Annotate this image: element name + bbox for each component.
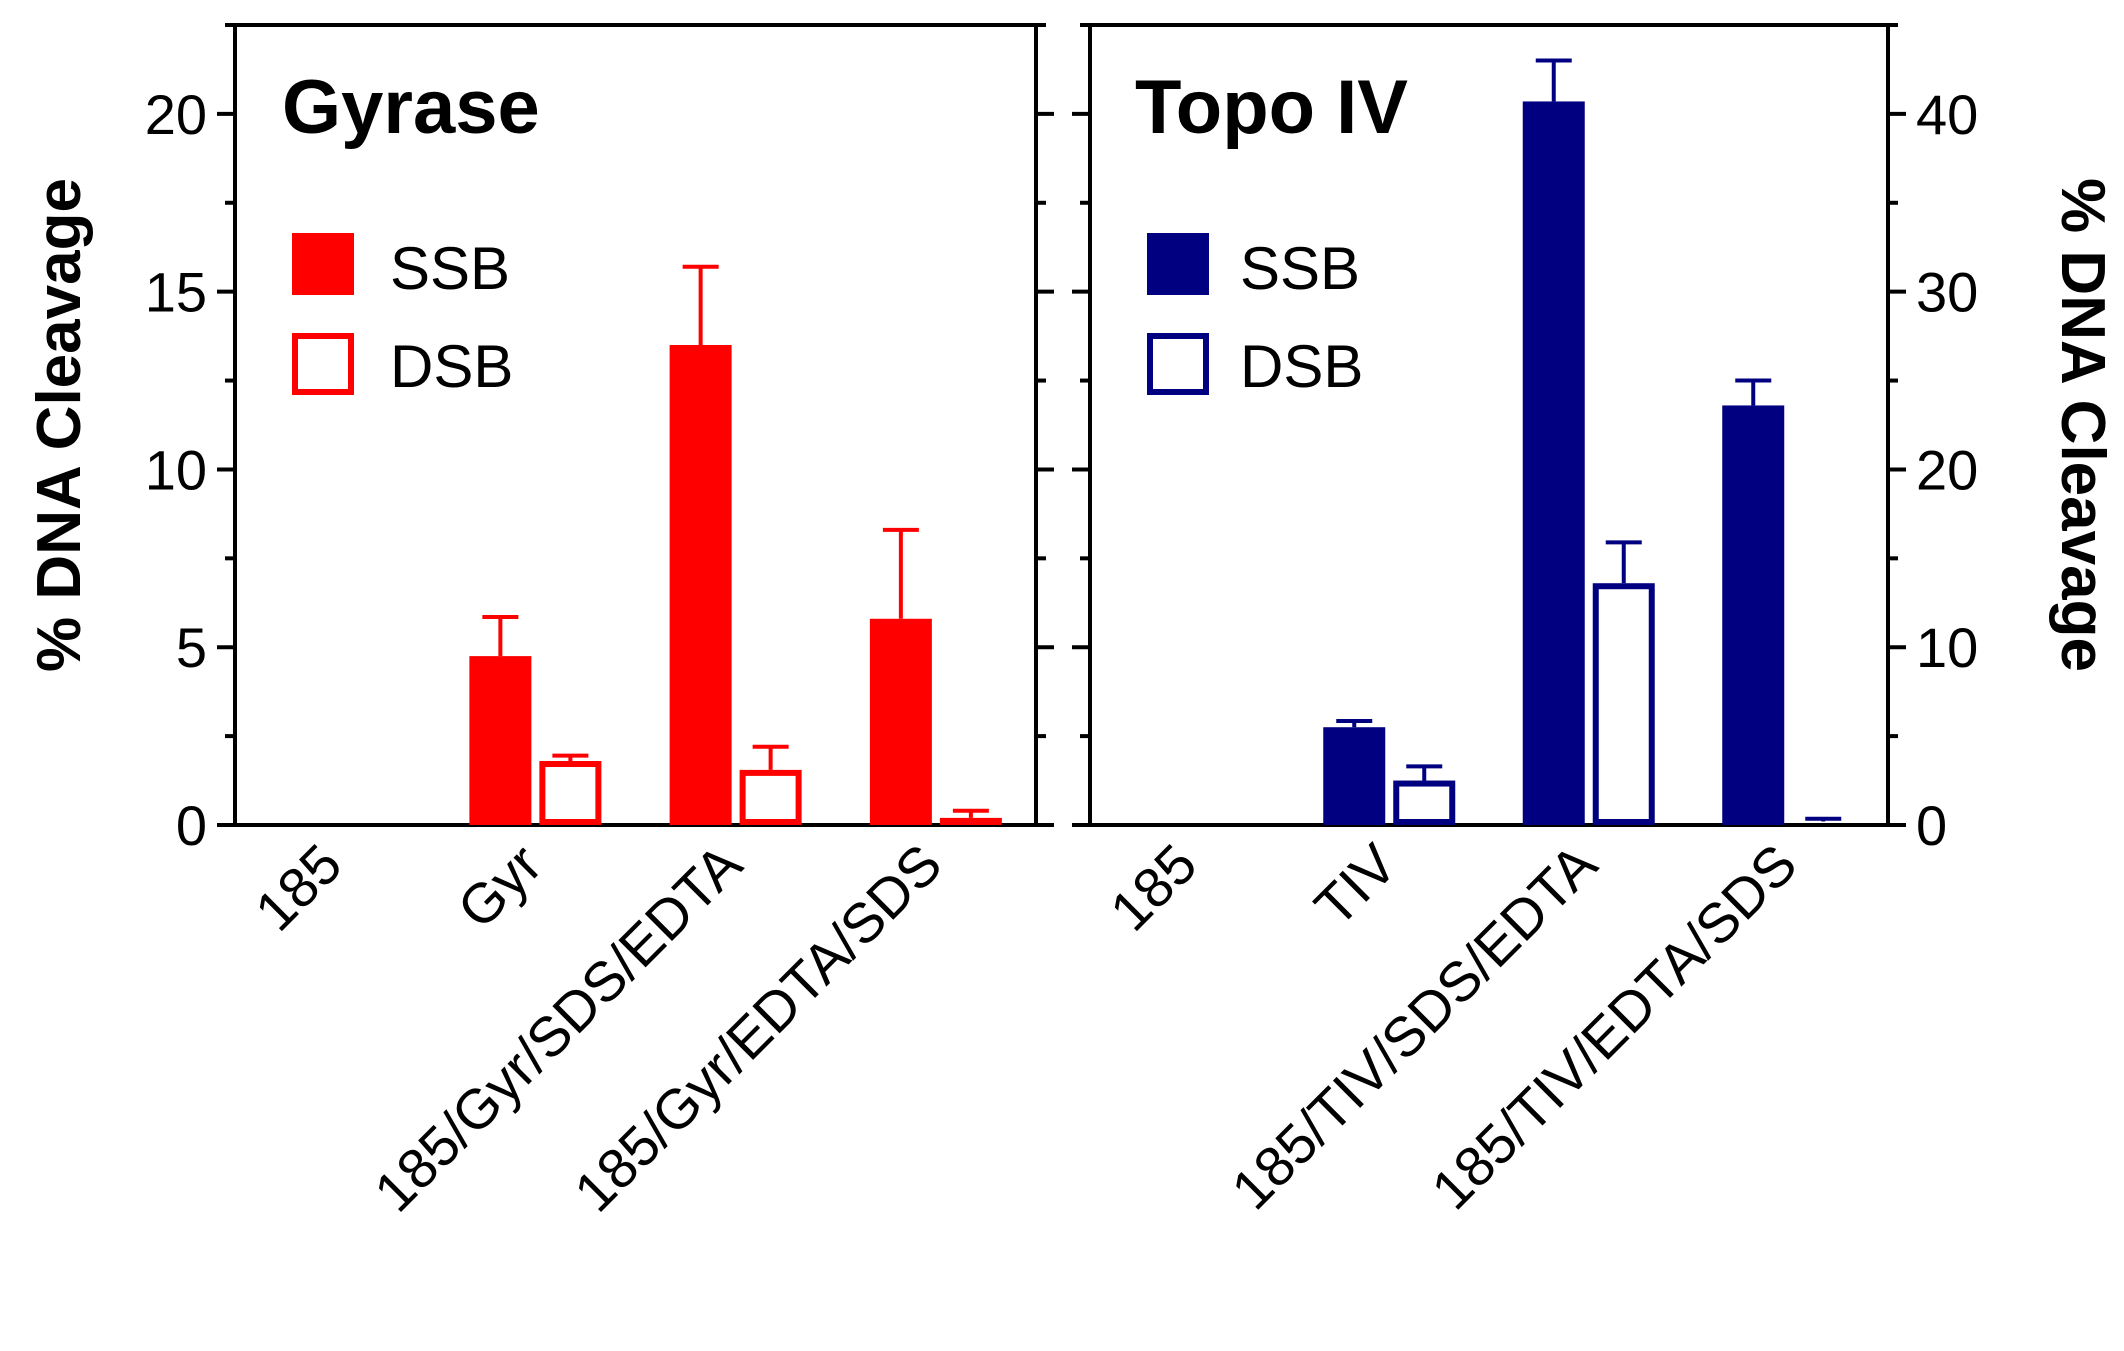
legend-label-ssb-gyrase: SSB xyxy=(390,235,510,302)
legend-swatch-dsb-topo-iv xyxy=(1147,333,1209,395)
panel-title-gyrase: Gyrase xyxy=(282,65,540,150)
category-label-185-gyr-sds-edta: 185/Gyr/SDS/EDTA xyxy=(362,831,754,1223)
y-tick-label-topo-iv: 0 xyxy=(1916,794,1947,857)
category-label-tiv: TIV xyxy=(1302,831,1409,938)
legend-swatch-ssb-topo-iv xyxy=(1147,233,1209,295)
legend-swatch-dsb-gyrase xyxy=(292,333,354,395)
category-label-gyr: Gyr xyxy=(445,832,553,940)
category-label-185-tiv-edta-sds: 185/TIV/EDTA/SDS xyxy=(1419,832,1808,1221)
category-label-185-tiv-sds-edta: 185/TIV/SDS/EDTA xyxy=(1219,831,1609,1221)
y-axis-title-right: % DNA Cleavage xyxy=(2048,178,2117,672)
bar-ssb-tiv xyxy=(1323,727,1386,825)
legend-swatch-ssb-gyrase xyxy=(292,233,354,295)
plot-frame-gyrase xyxy=(233,23,1038,827)
category-label-185-gyr-edta-sds: 185/Gyr/EDTA/SDS xyxy=(562,832,953,1223)
panel-gyrase: % DNA Cleavage 0 5 10 15 20 Gyrase SSB DSB 1… xyxy=(25,23,1054,1223)
y-tick-label-topo-iv: 10 xyxy=(1916,616,1978,679)
y-tick-label-topo-iv: 20 xyxy=(1916,438,1978,501)
legend-topo-iv: SSB DSB xyxy=(1147,233,1363,400)
bar-ssb-185-gyr-edta-sds xyxy=(869,618,932,825)
bar-ssb-185-tiv-edta-sds xyxy=(1722,405,1785,825)
bar-dsb-185-gyr-edta-sds xyxy=(939,817,1002,826)
legend-gyrase: SSB DSB xyxy=(292,233,513,400)
bar-dsb-185-gyr-sds-edta xyxy=(739,769,802,826)
y-tick-label-gyrase: 10 xyxy=(145,438,207,501)
panel-title-topo-iv: Topo IV xyxy=(1135,65,1408,150)
bar-dsb-185-tiv-sds-edta xyxy=(1592,583,1655,825)
y-tick-label-gyrase: 15 xyxy=(145,261,207,324)
category-labels-topo-iv: 185 TIV 185/TIV/SDS/EDTA 185/TIV/EDTA/SD… xyxy=(1098,831,1809,1221)
y-tick-label-gyrase: 20 xyxy=(145,83,207,146)
y-tick-label-gyrase: 5 xyxy=(176,616,207,679)
bar-ssb-gyr xyxy=(469,656,532,825)
y-tick-label-topo-iv: 40 xyxy=(1916,83,1978,146)
left-panel-plot: 0 5 10 15 20 xyxy=(145,23,1054,857)
category-label-185-gyrase: 185 xyxy=(243,832,354,943)
y-axis-title-left: % DNA Cleavage xyxy=(25,178,94,672)
legend-label-dsb-gyrase: DSB xyxy=(390,333,513,400)
legend-label-dsb-topo-iv: DSB xyxy=(1240,333,1363,400)
category-label-185-topo-iv: 185 xyxy=(1098,832,1209,943)
bar-dsb-tiv xyxy=(1393,780,1456,825)
bar-dsb-gyr xyxy=(539,761,602,825)
plot-frame-topo-iv xyxy=(1088,23,1890,827)
right-panel-plot: 0 10 20 30 40 xyxy=(1072,23,1978,857)
bar-ssb-185-gyr-sds-edta xyxy=(669,345,732,825)
y-tick-label-topo-iv: 30 xyxy=(1916,261,1978,324)
y-tick-label-gyrase: 0 xyxy=(176,794,207,857)
category-labels-gyrase: 185 Gyr 185/Gyr/SDS/EDTA 185/Gyr/EDTA/SD… xyxy=(243,831,954,1223)
panel-topo-iv: 0 10 20 30 40 Topo IV SSB DSB 185 TIV 185/TI… xyxy=(1072,23,2117,1221)
legend-label-ssb-topo-iv: SSB xyxy=(1240,235,1360,302)
bar-ssb-185-tiv-sds-edta xyxy=(1522,101,1585,825)
